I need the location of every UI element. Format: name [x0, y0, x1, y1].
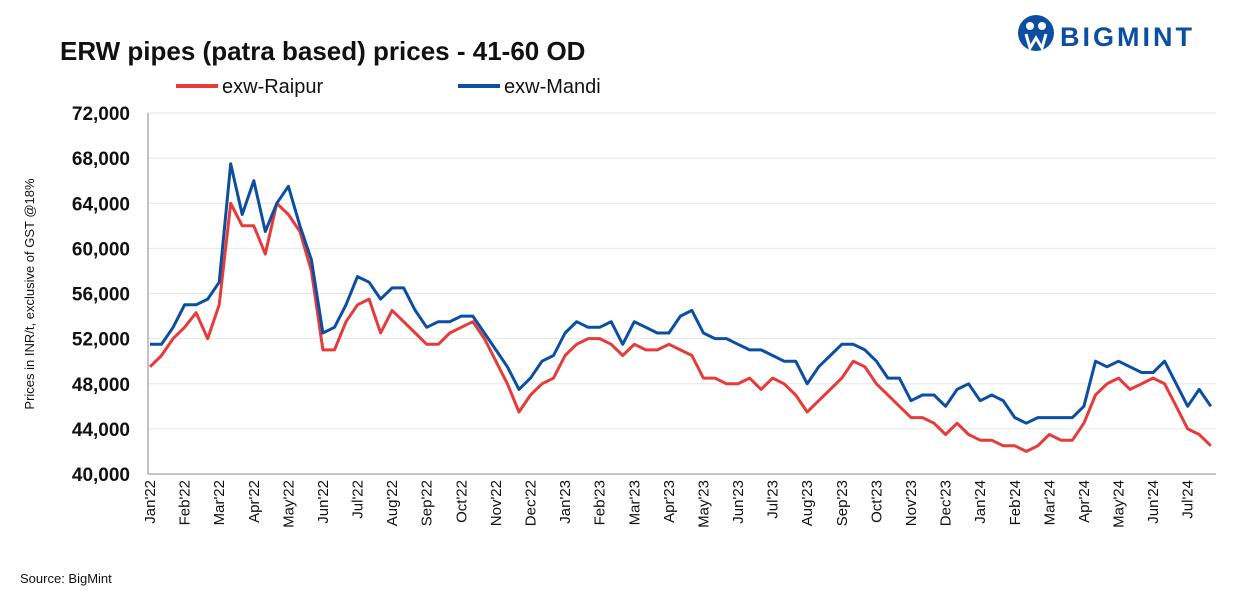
x-tick-label: Mar'22: [211, 480, 228, 525]
source: Source: BigMint: [20, 571, 112, 586]
x-tick-label: Dec'22: [522, 480, 539, 526]
x-tick-label: Feb'22: [177, 480, 194, 525]
series-line: [150, 162, 1213, 425]
x-tick-label: Apr'24: [1076, 480, 1093, 523]
x-tick-label: Jan'22: [142, 480, 159, 524]
legend-label: exw-Raipur: [222, 76, 323, 98]
logo-icon: [1018, 15, 1054, 52]
x-tick-label: Jun'24: [1145, 480, 1162, 524]
y-axis-label: Prices in INR/t, exclusive of GST @18%: [22, 178, 37, 410]
x-tick-label: Apr'22: [246, 480, 263, 523]
y-tick-label: 48,000: [72, 375, 130, 396]
y-tick-label: 40,000: [72, 465, 130, 486]
x-tick-label: Sep'22: [419, 480, 436, 526]
x-tick-label: Mar'23: [626, 480, 643, 525]
x-tick-label: Oct'22: [453, 480, 470, 523]
y-tick-label: 68,000: [72, 149, 130, 170]
x-tick-label: Apr'23: [661, 480, 678, 523]
y-tick-label: 60,000: [72, 239, 130, 260]
series-line: [148, 201, 1212, 453]
x-tick-label: Feb'24: [1007, 480, 1024, 525]
x-tick-label: Aug'23: [799, 480, 816, 526]
x-tick-label: Oct'23: [868, 480, 885, 523]
y-tick-label: 44,000: [72, 420, 130, 441]
x-tick-label: Jul'22: [350, 480, 367, 519]
x-tick-label: Nov'23: [903, 480, 920, 526]
y-tick-label: 72,000: [72, 104, 130, 125]
x-tick-label: Mar'24: [1041, 480, 1058, 525]
y-tick-label: 56,000: [72, 285, 130, 306]
y-tick-label: 52,000: [72, 330, 130, 351]
x-tick-label: Jun'22: [315, 480, 332, 524]
x-tick-label: Jun'23: [730, 480, 747, 524]
legend-label: exw-Mandi: [504, 76, 601, 98]
x-tick-label: Jan'23: [557, 480, 574, 524]
x-tick-label: Jul'23: [765, 480, 782, 519]
x-tick-label: Sep'23: [834, 480, 851, 526]
x-tick-label: Feb'23: [592, 480, 609, 525]
x-tick-label: May'23: [695, 480, 712, 528]
x-tick-label: Jul'24: [1180, 480, 1197, 519]
x-tick-label: Nov'22: [488, 480, 505, 526]
x-tick-label: May'24: [1111, 480, 1128, 528]
x-tick-label: Dec'23: [938, 480, 955, 526]
x-tick-label: Aug'22: [384, 480, 401, 526]
x-tick-label: Jan'24: [972, 480, 989, 524]
chart-title: ERW pipes (patra based) prices - 41-60 O…: [60, 36, 585, 66]
y-tick-label: 64,000: [72, 194, 130, 215]
logo-text: BIGMINT: [1060, 22, 1195, 52]
x-tick-label: May'22: [280, 480, 297, 528]
